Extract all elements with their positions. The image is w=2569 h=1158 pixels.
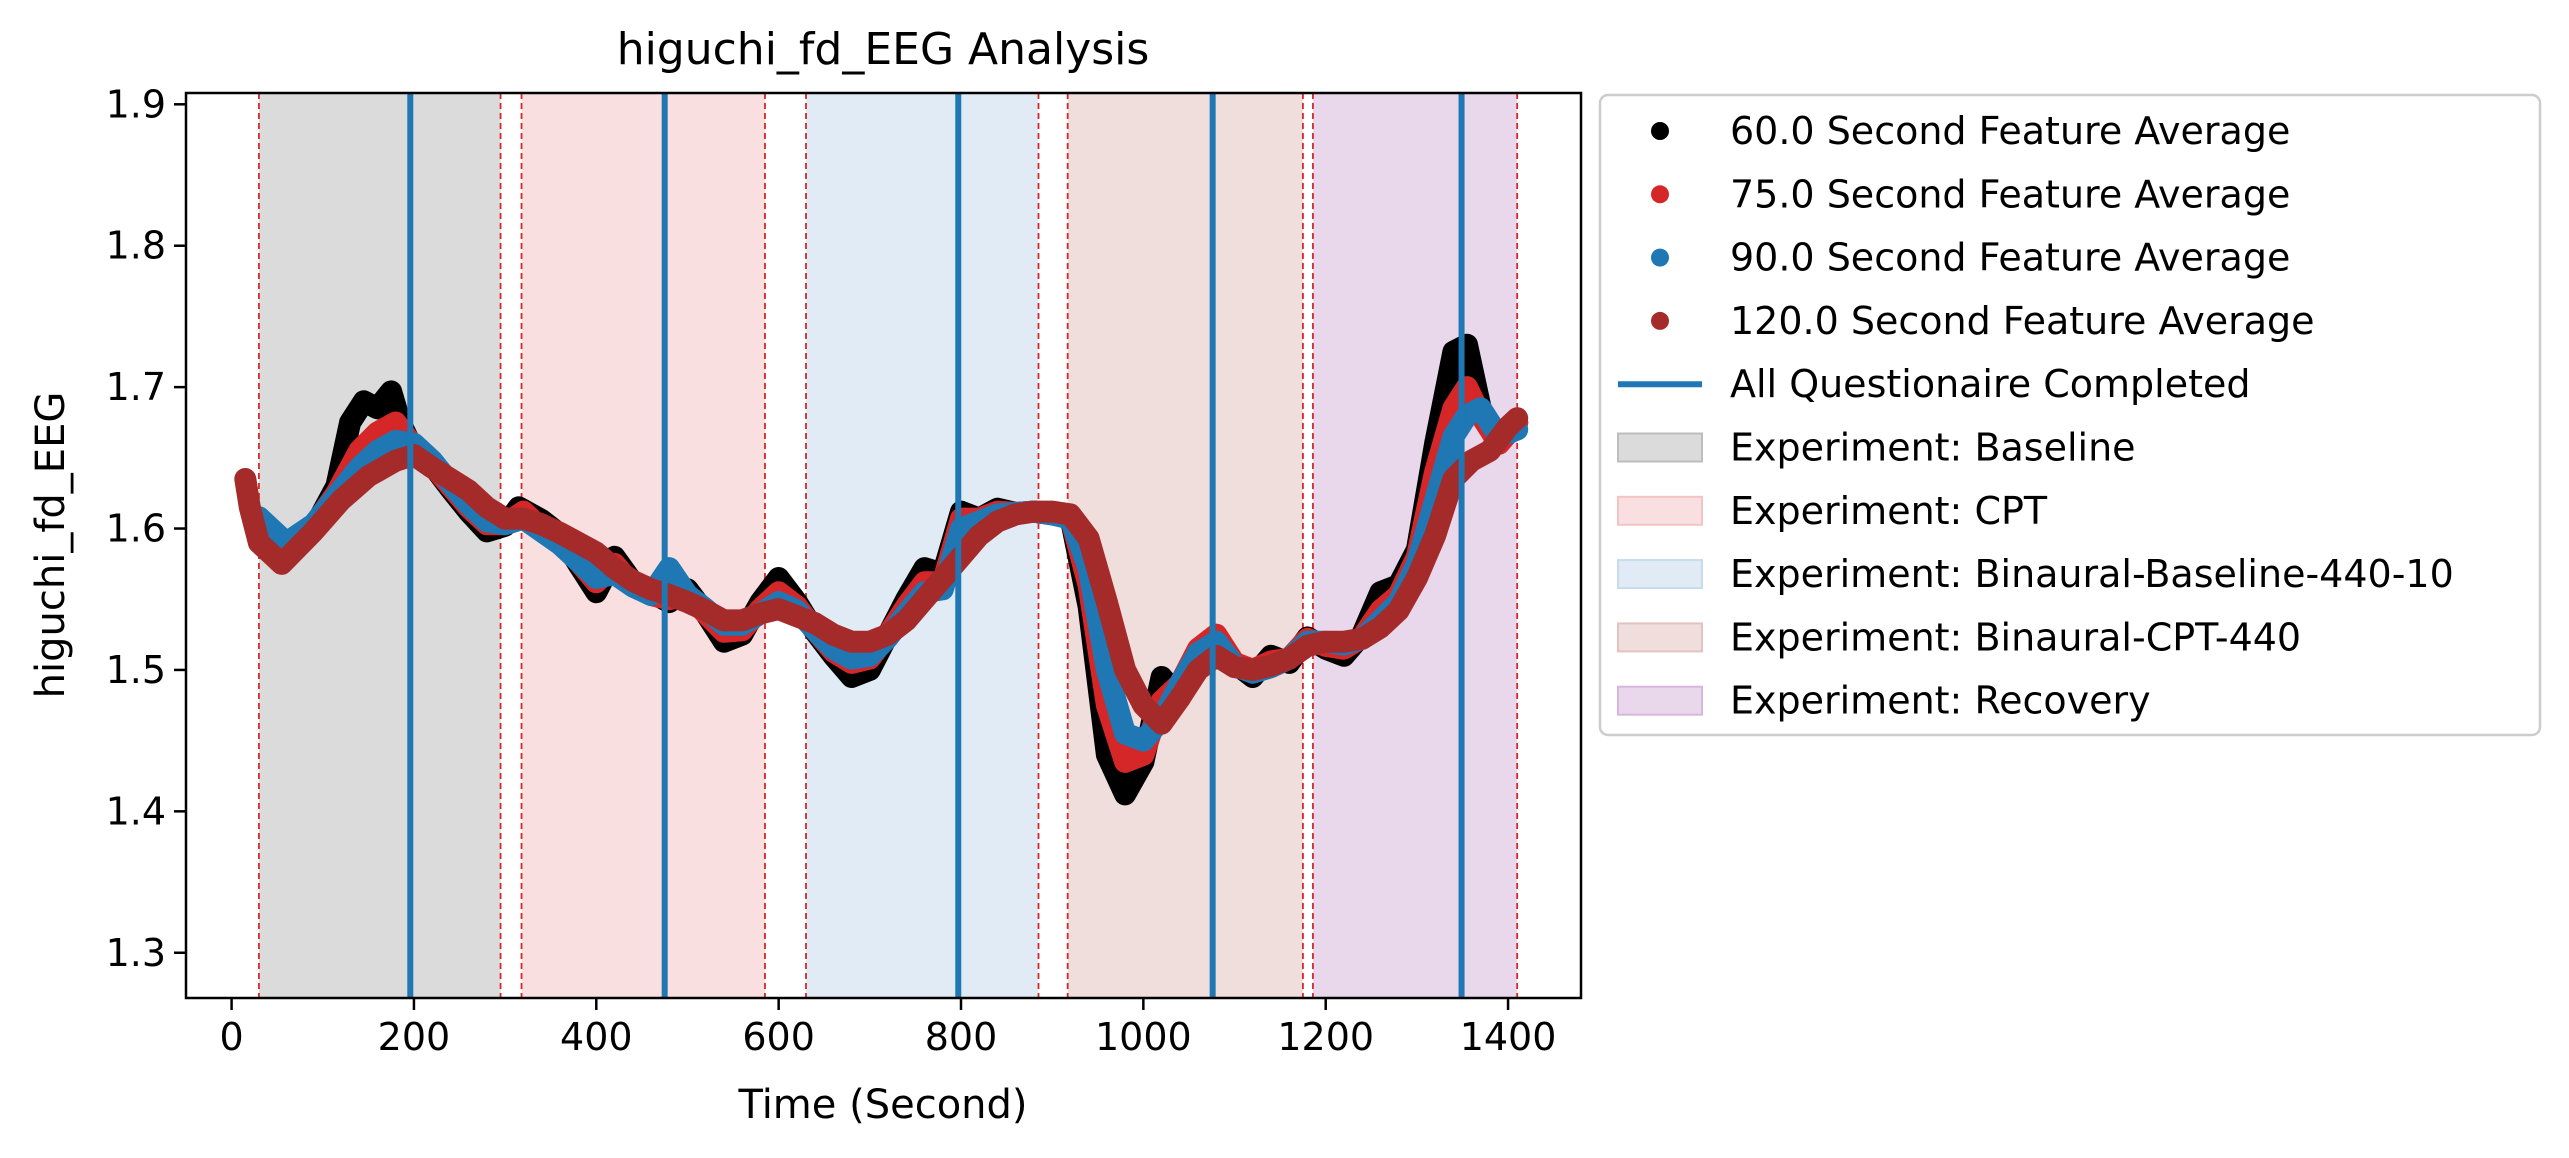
x-tick-label: 1400 bbox=[1460, 1015, 1557, 1059]
x-tick-label: 200 bbox=[378, 1015, 451, 1059]
plot-frame bbox=[184, 91, 1583, 1000]
legend-label: Experiment: Recovery bbox=[1730, 679, 2151, 723]
x-axis: 0 200 400 600 800 1000 1200 1400 bbox=[219, 998, 1556, 1059]
legend-swatch-4 bbox=[1617, 685, 1703, 716]
legend-label: Experiment: CPT bbox=[1730, 489, 2048, 533]
legend-label: Experiment: Binaural-CPT-440 bbox=[1730, 615, 2301, 659]
questionnaire-lines bbox=[407, 93, 1465, 998]
experiment-segments bbox=[258, 93, 1519, 998]
y-tick-label: 1.6 bbox=[106, 507, 166, 551]
x-tick-label: 1000 bbox=[1095, 1015, 1192, 1059]
legend-label: Experiment: Binaural-Baseline-440-10 bbox=[1730, 552, 2454, 596]
x-tick-label: 600 bbox=[742, 1015, 815, 1059]
y-tick-label: 1.9 bbox=[106, 82, 166, 126]
legend: 60.0 Second Feature Average 75.0 Second F… bbox=[1598, 93, 2542, 737]
x-tick-label: 400 bbox=[560, 1015, 633, 1059]
x-tick-label: 0 bbox=[219, 1015, 243, 1059]
legend-marker-0 bbox=[1651, 122, 1669, 140]
legend-swatch-2 bbox=[1617, 559, 1703, 590]
legend-marker-2 bbox=[1651, 248, 1669, 267]
legend-label: 60.0 Second Feature Average bbox=[1730, 109, 2290, 153]
y-axis: 1.3 1.4 1.5 1.6 1.7 1.8 1.9 bbox=[106, 82, 186, 975]
y-tick-label: 1.3 bbox=[106, 931, 166, 975]
segment-band-2 bbox=[806, 93, 1039, 998]
y-axis-label: higuchi_fd_EEG bbox=[28, 392, 74, 699]
legend-label: Experiment: Baseline bbox=[1730, 426, 2136, 470]
segment-band-3 bbox=[1067, 93, 1303, 998]
series-line-3 bbox=[234, 407, 1529, 735]
legend-label: 120.0 Second Feature Average bbox=[1730, 299, 2315, 343]
legend-label: All Questionaire Completed bbox=[1730, 362, 2251, 406]
legend-label: 75.0 Second Feature Average bbox=[1730, 172, 2290, 216]
legend-marker-1 bbox=[1651, 185, 1669, 204]
y-tick-label: 1.5 bbox=[106, 648, 166, 692]
legend-swatch-3 bbox=[1617, 622, 1703, 653]
legend-swatch-1 bbox=[1617, 495, 1703, 526]
x-tick-label: 1200 bbox=[1277, 1015, 1374, 1059]
y-tick-label: 1.7 bbox=[106, 365, 166, 409]
x-axis-label: Time (Second) bbox=[737, 1082, 1027, 1128]
legend-box bbox=[1598, 93, 2542, 737]
legend-swatch-0 bbox=[1617, 432, 1703, 463]
feature-series bbox=[234, 333, 1529, 806]
legend-label: 90.0 Second Feature Average bbox=[1730, 236, 2290, 280]
chart-title: higuchi_fd_EEG Analysis bbox=[617, 24, 1150, 75]
y-tick-label: 1.8 bbox=[106, 224, 166, 268]
legend-marker-3 bbox=[1651, 311, 1669, 330]
y-tick-label: 1.4 bbox=[106, 789, 166, 833]
x-tick-label: 800 bbox=[925, 1015, 998, 1059]
